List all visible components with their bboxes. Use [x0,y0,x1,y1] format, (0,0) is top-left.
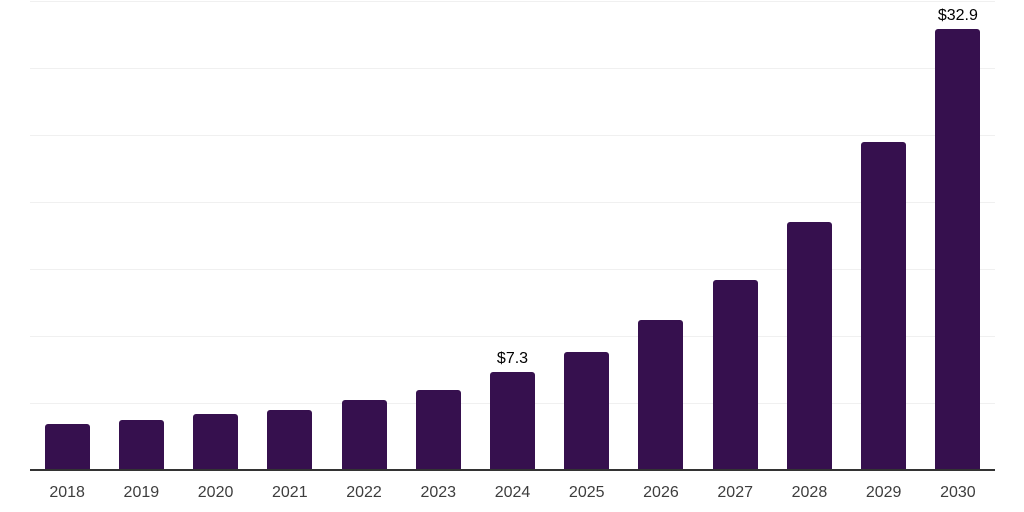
x-tick-label-2022: 2022 [346,484,382,501]
gridline-15 [30,269,995,270]
x-tick-label-2019: 2019 [123,484,160,501]
bar-2025 [564,352,610,470]
x-tick-label-2028: 2028 [791,484,828,501]
x-tick-label-2026: 2026 [643,484,679,501]
x-tick-label-2029: 2029 [865,484,902,501]
gridline-10 [30,336,995,337]
bar-2029 [861,141,907,470]
bar-2023 [415,389,461,470]
x-tick-label-2020: 2020 [197,484,234,501]
x-tick-label-2023: 2023 [420,484,457,501]
bar-2026 [638,319,684,470]
bar-2027 [712,279,758,470]
bar-2021 [267,409,313,470]
bar-2022 [341,400,387,470]
x-tick-label-2027: 2027 [717,484,753,501]
x-tick-label-2030: 2030 [940,484,976,501]
x-tick-label-2024: 2024 [494,484,531,501]
bar-2030 [935,29,981,470]
x-tick-label-2025: 2025 [568,484,605,501]
gridline-20 [30,202,995,203]
gridline-30 [30,68,995,69]
gridline-25 [30,135,995,136]
x-axis-line [30,469,995,471]
bar-2024 [490,372,535,470]
x-tick-label-2018: 2018 [49,484,85,501]
data-label-2024: $7.3 [496,350,529,368]
data-label-2030: $32.9 [937,7,978,25]
x-tick-label-2021: 2021 [272,484,308,501]
bar-2028 [786,222,832,470]
bar-2019 [118,420,164,470]
bar-2018 [44,424,90,470]
gridline-35 [30,1,995,2]
bar-2020 [193,413,239,470]
